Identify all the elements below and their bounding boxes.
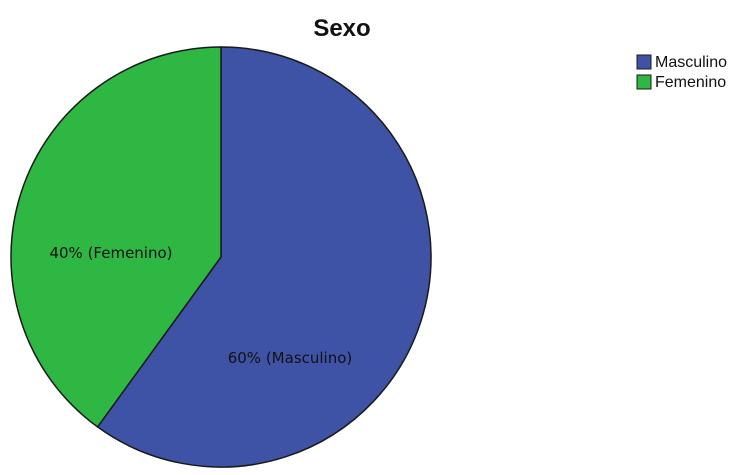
legend-label-femenino: Femenino	[655, 74, 726, 91]
pie-slice-femenino	[10, 46, 222, 428]
slice-label-masculino: 60% (Masculino)	[228, 349, 353, 367]
legend: Masculino Femenino	[636, 54, 727, 91]
legend-swatch-femenino	[636, 74, 652, 90]
legend-label-masculino: Masculino	[655, 54, 727, 71]
pie-slices	[10, 46, 432, 468]
slice-label-femenino: 40% (Femenino)	[49, 244, 172, 262]
legend-swatch-masculino	[636, 54, 652, 70]
chart-title: Sexo	[313, 15, 370, 42]
slice-labels: 60% (Masculino) 40% (Femenino)	[49, 244, 352, 367]
pie-slice-masculino	[96, 46, 432, 468]
